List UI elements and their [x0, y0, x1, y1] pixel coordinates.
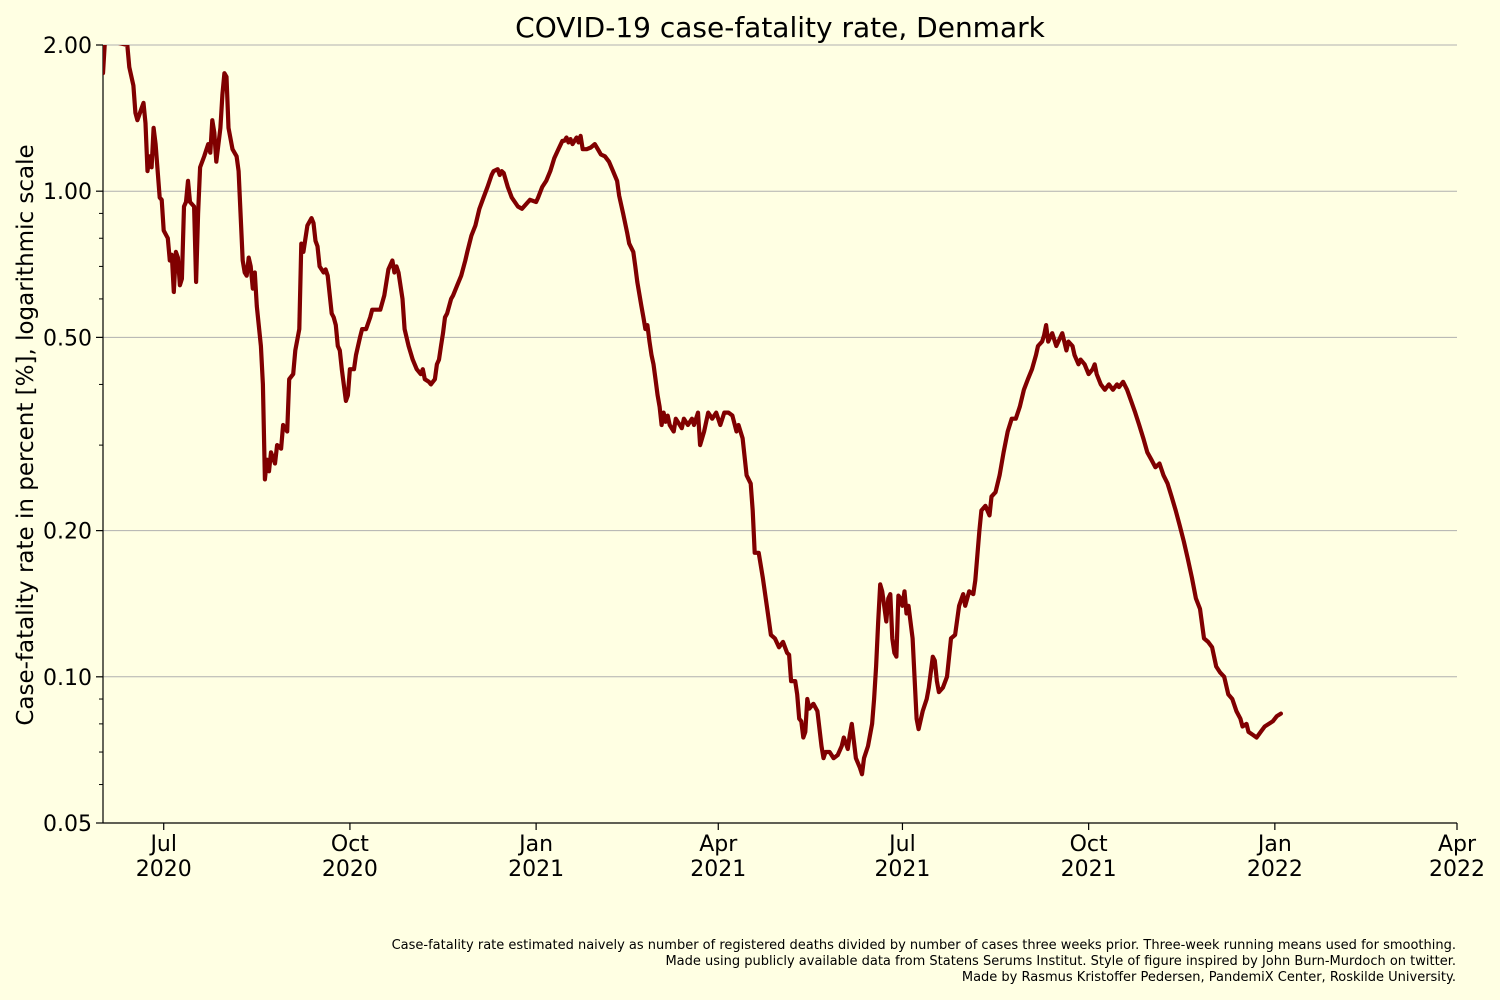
- x-tick-label-year: 2021: [1061, 857, 1117, 882]
- footnote-line-method: Case-fatality rate estimated naively as …: [391, 938, 1456, 953]
- footnote: Case-fatality rate estimated naively as …: [392, 938, 1456, 986]
- x-tick-label-year: 2020: [322, 857, 378, 882]
- x-tick-label-month: Oct: [1070, 832, 1108, 857]
- series-layer: [103, 45, 1283, 777]
- x-tick-label-month: Jul: [148, 832, 177, 857]
- y-tick-label: 0.50: [43, 326, 92, 351]
- x-tick-label-year: 2022: [1247, 857, 1303, 882]
- x-tick-label-year: 2020: [136, 857, 192, 882]
- x-tick-label-month: Oct: [331, 832, 369, 857]
- x-tick-label-month: Jan: [517, 832, 553, 857]
- x-tick-label-month: Apr: [699, 832, 738, 857]
- y-tick-label: 0.10: [43, 666, 92, 691]
- x-tick-label-month: Jul: [887, 832, 916, 857]
- axes: 0.050.100.200.501.002.00Jul2020Oct2020Ja…: [43, 34, 1485, 882]
- x-tick-label-year: 2021: [508, 857, 564, 882]
- x-tick-label-year: 2021: [690, 857, 746, 882]
- y-tick-label: 2.00: [43, 34, 92, 59]
- y-tick-label: 0.05: [43, 812, 92, 837]
- x-tick-label-month: Apr: [1438, 832, 1477, 857]
- y-tick-label: 1.00: [43, 180, 92, 205]
- y-tick-label: 0.20: [43, 520, 92, 545]
- y-axis-label: Case-fatality rate in percent [%], logar…: [13, 144, 39, 725]
- footnote-line-source: Made using publicly available data from …: [665, 954, 1456, 969]
- series-line-0: [103, 45, 1283, 777]
- x-tick-label-year: 2022: [1429, 857, 1485, 882]
- footnote-line-author: Made by Rasmus Kristoffer Pedersen, Pand…: [961, 970, 1456, 985]
- x-tick-label-year: 2021: [874, 857, 930, 882]
- gridlines: [103, 44, 1457, 678]
- x-tick-label-month: Jan: [1256, 832, 1292, 857]
- chart-title: COVID-19 case-fatality rate, Denmark: [515, 11, 1045, 44]
